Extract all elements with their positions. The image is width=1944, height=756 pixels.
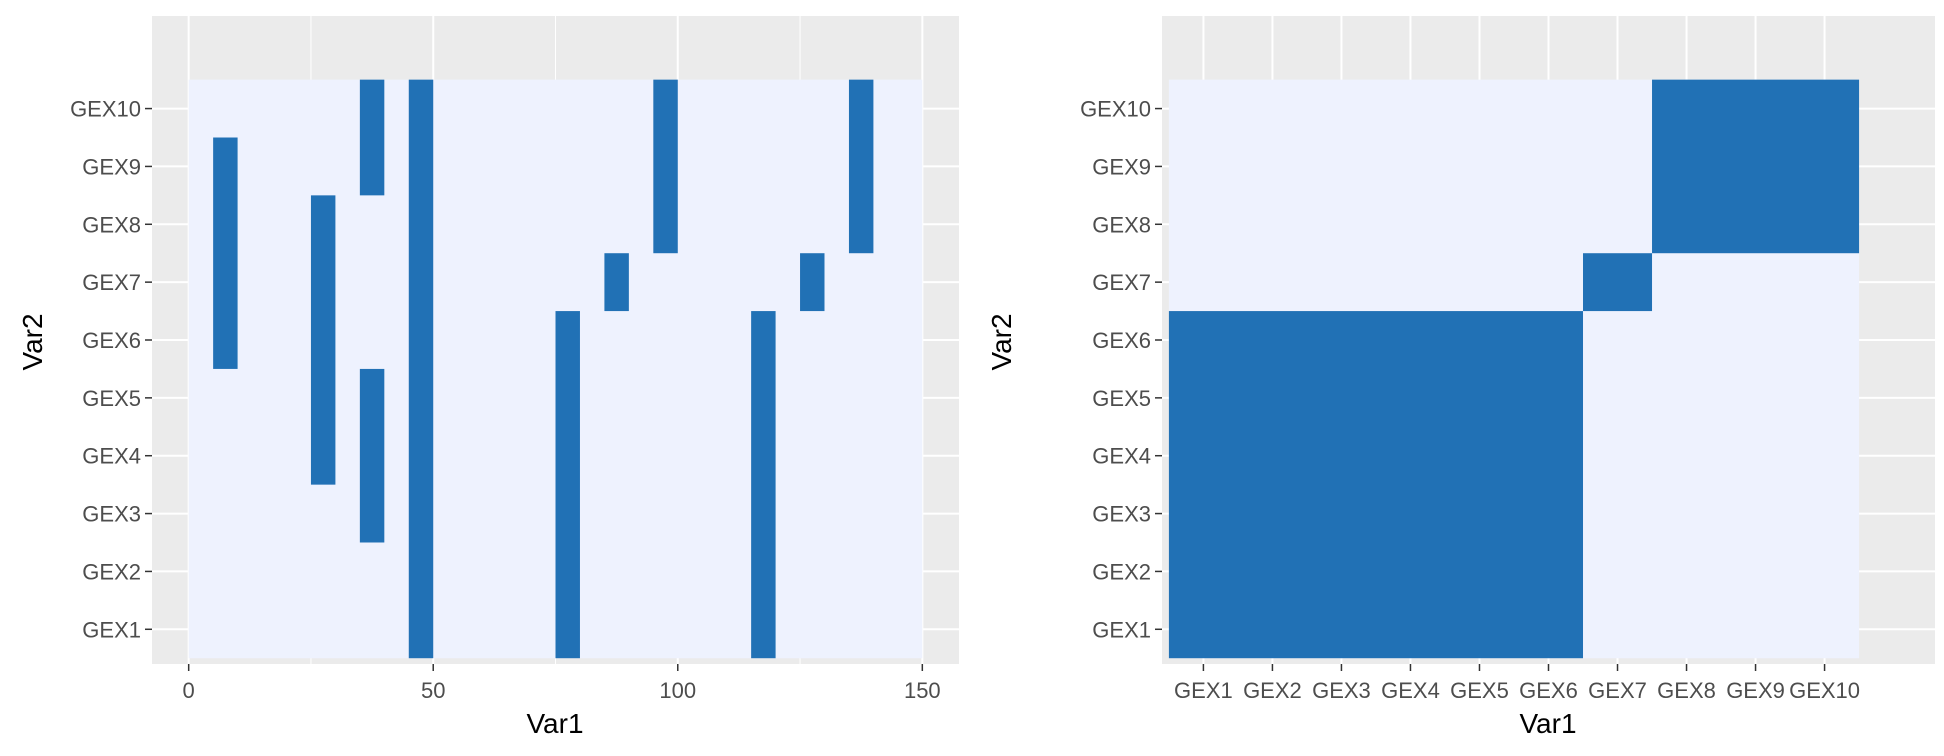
left-y-tick-label: GEX9 [82, 154, 141, 179]
left-y-tick-label: GEX6 [82, 328, 141, 353]
left-y-tick-label: GEX8 [82, 212, 141, 237]
left-y-tick-label: GEX10 [70, 97, 141, 122]
right-y-tick-label: GEX7 [1092, 270, 1151, 295]
left-x-tick-label: 50 [421, 678, 445, 703]
left-heatmap-tile [653, 79, 678, 254]
left-heatmap-tile [800, 253, 825, 312]
right-y-tick-label: GEX6 [1092, 328, 1151, 353]
left-heatmap-tile [751, 311, 776, 659]
right-x-tick-label: GEX2 [1243, 678, 1302, 703]
left-x-tick-label: 100 [659, 678, 696, 703]
left-y-tick-label: GEX1 [82, 617, 141, 642]
left-heatmap-tile [555, 311, 580, 659]
right-y-tick-label: GEX3 [1092, 502, 1151, 527]
right-x-tick-label: GEX8 [1657, 678, 1716, 703]
right-heatmap-panel: GEX1GEX2GEX3GEX4GEX5GEX6GEX7GEX8GEX9GEX1… [986, 16, 1935, 739]
right-y-tick-label: GEX9 [1092, 154, 1151, 179]
left-heatmap-tile [310, 195, 336, 485]
right-y-tick-label: GEX1 [1092, 617, 1151, 642]
left-x-tick-label: 0 [183, 678, 195, 703]
left-y-axis-title: Var2 [17, 313, 48, 370]
left-heatmap-tile [213, 137, 238, 369]
right-y-tick-label: GEX10 [1080, 97, 1151, 122]
left-heatmap-tile [408, 79, 434, 659]
right-y-tick-label: GEX4 [1092, 444, 1151, 469]
right-y-tick-label: GEX8 [1092, 212, 1151, 237]
right-x-axis-title: Var1 [1519, 708, 1576, 739]
left-x-axis-title: Var1 [526, 708, 583, 739]
left-y-tick-label: GEX5 [82, 386, 141, 411]
left-x-tick-label: 150 [904, 678, 941, 703]
left-y-tick-label: GEX7 [82, 270, 141, 295]
right-x-tick-label: GEX10 [1789, 678, 1860, 703]
left-y-tick-label: GEX3 [82, 502, 141, 527]
right-heatmap-block [1652, 79, 1860, 254]
right-x-tick-label: GEX6 [1519, 678, 1578, 703]
right-heatmap-block [1583, 253, 1653, 312]
left-heatmap-panel: GEX1 GEX2 GEX3 GEX4 GEX5 GEX6 GEX7 GEX8 GEX9 GEX1… [17, 16, 959, 739]
right-x-tick-label: GEX3 [1312, 678, 1371, 703]
right-y-tick-label: GEX5 [1092, 386, 1151, 411]
right-y-tick-label: GEX2 [1092, 559, 1151, 584]
left-heatmap-tile [359, 368, 385, 543]
right-x-tick-label: GEX1 [1174, 678, 1233, 703]
right-y-axis-title: Var2 [986, 313, 1017, 370]
right-x-tick-label: GEX9 [1726, 678, 1785, 703]
left-y-tick-label: GEX4 [82, 444, 141, 469]
left-heatmap-tile [848, 79, 874, 254]
left-y-tick-label: GEX2 [82, 559, 141, 584]
left-heatmap-tile [604, 253, 629, 312]
right-heatmap-block [1168, 311, 1584, 659]
right-x-tick-label: GEX4 [1381, 678, 1440, 703]
right-x-tick-label: GEX5 [1450, 678, 1509, 703]
left-heatmap-tile [359, 79, 385, 196]
right-x-tick-label: GEX7 [1588, 678, 1647, 703]
